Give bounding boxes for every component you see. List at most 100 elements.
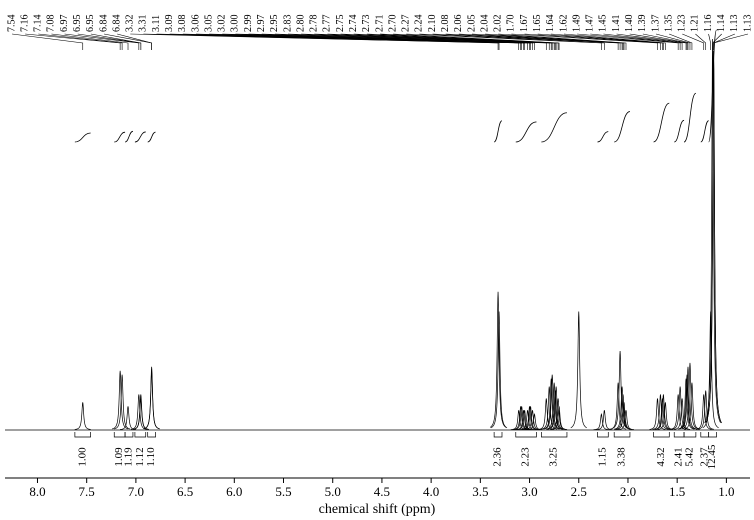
integral-label: 1.15 — [596, 447, 608, 467]
peak-label: 3.05 — [203, 15, 214, 33]
x-tick-label: 4.0 — [423, 484, 439, 499]
integral-bracket — [541, 432, 567, 437]
integral-curve — [114, 132, 125, 142]
x-axis-title: chemical shift (ppm) — [319, 502, 436, 517]
peak-label: 6.95 — [85, 15, 96, 33]
integral-curve — [674, 120, 684, 142]
x-tick-label: 1.0 — [718, 484, 734, 499]
integral-label: 4.32 — [655, 447, 667, 466]
integral-label: 1.12 — [134, 447, 146, 466]
integral-curve — [684, 93, 696, 142]
peak-label: 2.95 — [269, 15, 280, 33]
integral-curve — [125, 131, 133, 142]
integral-bracket — [654, 432, 670, 437]
peak-label: 7.14 — [33, 15, 44, 33]
peak-label: 1.39 — [637, 15, 648, 33]
peak-label: 3.02 — [217, 15, 228, 33]
peak-connector — [695, 34, 705, 50]
peak — [596, 410, 612, 429]
x-tick-label: 8.0 — [29, 484, 45, 499]
peak-label: 3.32 — [125, 15, 136, 33]
peak-label: 2.27 — [401, 15, 412, 33]
peak-label: 1.49 — [571, 15, 582, 33]
peak-label: 2.97 — [256, 15, 267, 33]
integral-bracket — [597, 432, 608, 437]
peak-label: 3.09 — [164, 15, 175, 33]
peak — [696, 394, 712, 429]
peak-connector — [709, 34, 711, 50]
peak-label: 1.41 — [611, 15, 622, 33]
integral-bracket — [684, 432, 696, 437]
integral-curve — [148, 132, 156, 142]
peak-label: 2.75 — [335, 15, 346, 33]
x-tick-label: 7.0 — [128, 484, 144, 499]
integral-bracket — [75, 432, 91, 437]
peak-label: 2.74 — [348, 15, 359, 33]
integral-bracket — [516, 432, 537, 437]
peak-label: 3.00 — [230, 15, 241, 33]
integral-bracket — [614, 432, 630, 437]
peak-label: 2.73 — [361, 15, 372, 33]
peak-label: 2.10 — [427, 15, 438, 33]
peak-label: 3.08 — [177, 15, 188, 33]
peak-label: 2.99 — [243, 15, 254, 32]
peak-label: 3.06 — [190, 15, 201, 33]
peak-label: 3.11 — [151, 15, 162, 32]
peak-label: 1.40 — [624, 15, 635, 33]
peak-label: 7.08 — [46, 14, 57, 32]
integral-label: 1.19 — [123, 447, 135, 467]
integral-bracket — [701, 432, 709, 437]
peak-label: 2.70 — [387, 15, 398, 33]
integral-label: 2.23 — [520, 447, 532, 467]
integral-label: 1.10 — [145, 447, 157, 467]
x-tick-label: 2.0 — [620, 484, 636, 499]
x-tick-label: 3.5 — [472, 484, 488, 499]
peak-label: 3.31 — [138, 15, 149, 33]
peak-label: 1.14 — [716, 15, 727, 33]
peak-label: 1.70 — [506, 14, 517, 32]
peak-label: 1.13 — [729, 15, 740, 33]
peak-label: 1.21 — [690, 15, 701, 33]
integral-bracket — [709, 432, 717, 437]
x-tick-label: 5.5 — [275, 484, 291, 499]
integral-label: 12.45 — [706, 444, 718, 469]
peak-connector — [714, 34, 748, 50]
peak-label: 2.02 — [493, 15, 504, 33]
integral-label: 2.36 — [492, 447, 504, 467]
peak — [112, 371, 128, 429]
peak-label: 2.04 — [479, 15, 490, 33]
peak — [114, 375, 130, 429]
x-tick-label: 3.0 — [521, 484, 537, 499]
integral-bracket — [135, 432, 146, 437]
peak — [133, 398, 149, 429]
peak-label: 6.84 — [98, 15, 109, 33]
x-tick-label: 2.5 — [571, 484, 587, 499]
integral-bracket — [125, 432, 133, 437]
peak-label: 1.37 — [650, 15, 661, 33]
x-tick-label: 6.0 — [226, 484, 242, 499]
peak-label: 1.64 — [545, 15, 556, 33]
integral-bracket — [674, 432, 684, 437]
integral-label: 3.25 — [548, 447, 560, 467]
x-tick-label: 4.5 — [374, 484, 390, 499]
peak-label: 2.83 — [282, 15, 293, 33]
peak-label: 1.47 — [585, 15, 596, 33]
integral-curve — [75, 133, 91, 142]
peak-label: 2.77 — [322, 15, 333, 33]
integral-curve — [597, 132, 608, 142]
x-tick-label: 1.5 — [669, 484, 685, 499]
peak-label: 6.84 — [111, 15, 122, 32]
peak-label: 6.97 — [59, 15, 70, 33]
peak — [144, 371, 160, 429]
integral-label: 5.42 — [683, 447, 695, 466]
chart: chemical shift (ppm) 8.07.57.06.56.05.55… — [0, 0, 754, 520]
integral-curve — [541, 113, 567, 142]
peak-label: 2.05 — [466, 15, 477, 33]
x-tick-label: 5.0 — [325, 484, 341, 499]
integral-label: 1.00 — [76, 447, 88, 467]
integral-bracket — [114, 432, 125, 437]
x-tick-label: 7.5 — [79, 484, 95, 499]
peak-label: 2.80 — [295, 15, 306, 33]
integral-curve — [516, 122, 537, 142]
peak-label: 7.16 — [19, 15, 30, 33]
